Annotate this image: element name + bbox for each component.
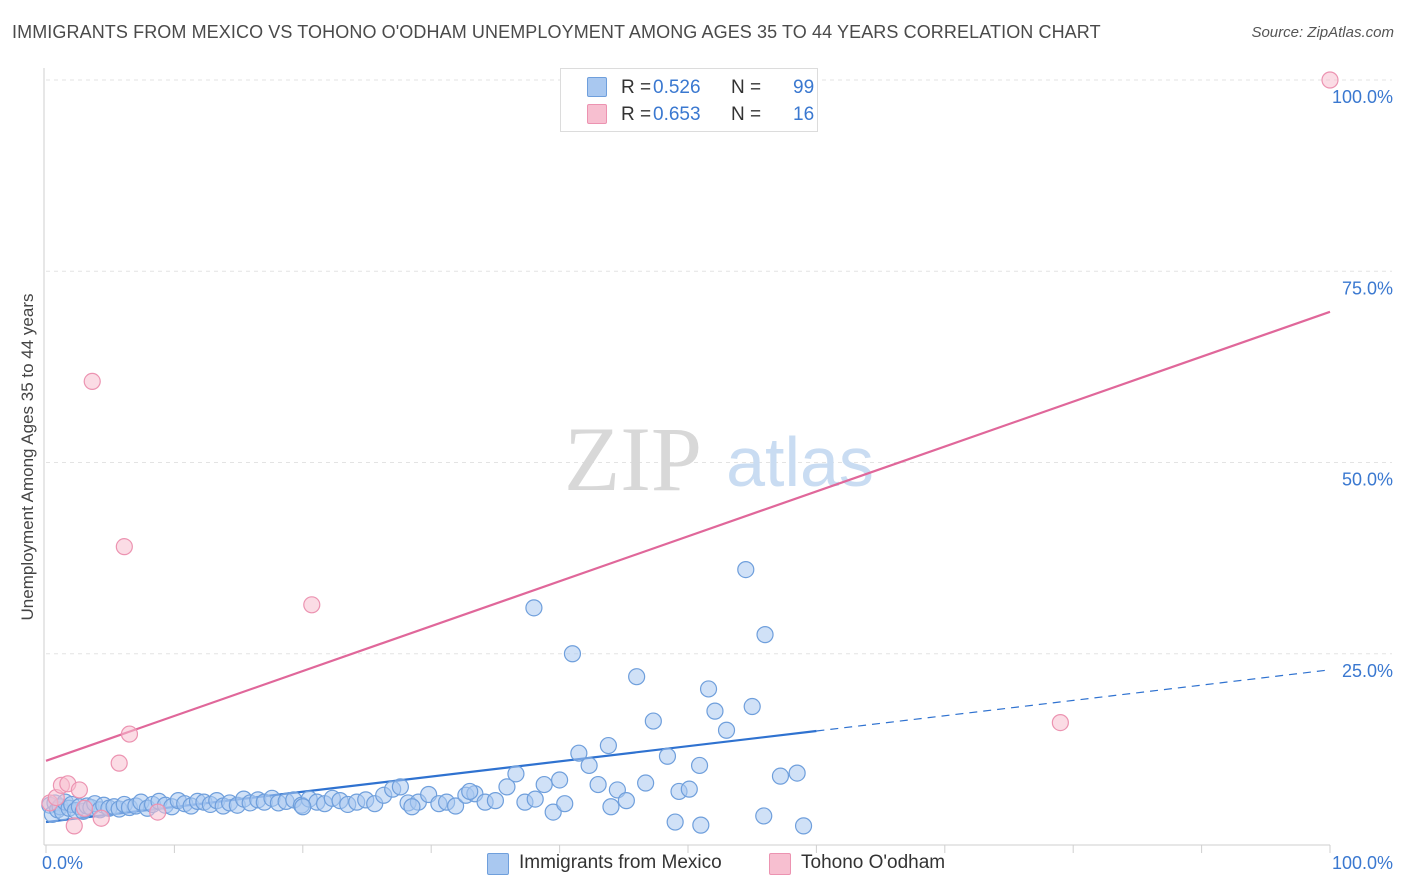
point-mexico bbox=[294, 798, 312, 816]
point-tohono bbox=[1051, 713, 1069, 732]
y-tick-label: 100.0% bbox=[1332, 87, 1393, 107]
point-tohono bbox=[92, 809, 110, 827]
point-tohono bbox=[120, 725, 139, 743]
point-mexico bbox=[580, 756, 598, 775]
point-mexico bbox=[637, 774, 655, 792]
point-mexico bbox=[692, 816, 710, 834]
y-tick-label: 25.0% bbox=[1342, 661, 1393, 681]
point-mexico bbox=[563, 645, 582, 663]
point-mexico bbox=[755, 807, 773, 825]
point-tohono bbox=[1321, 71, 1339, 89]
point-mexico bbox=[756, 626, 774, 644]
chart-title: IMMIGRANTS FROM MEXICO VS TOHONO O'ODHAM… bbox=[12, 22, 1101, 42]
point-mexico bbox=[535, 775, 553, 794]
watermark: ZIP atlas bbox=[564, 408, 874, 510]
point-mexico bbox=[486, 792, 504, 810]
r-value: 0.653 bbox=[653, 104, 701, 125]
source-credit: Source: ZipAtlas.com bbox=[1251, 24, 1394, 41]
point-mexico bbox=[794, 817, 813, 835]
legend-swatch-blue bbox=[487, 853, 509, 875]
x-tick-label: 100.0% bbox=[1332, 853, 1393, 873]
data-points bbox=[41, 71, 1339, 835]
y-tick-label: 50.0% bbox=[1342, 470, 1393, 490]
r-label: R = bbox=[621, 77, 652, 98]
point-tohono bbox=[149, 803, 167, 821]
n-value: 16 bbox=[793, 104, 815, 125]
trend-line-mexico-extension bbox=[816, 669, 1331, 732]
point-tohono bbox=[110, 754, 128, 772]
n-value: 99 bbox=[793, 77, 815, 98]
point-mexico bbox=[644, 712, 662, 730]
n-label: N = bbox=[731, 77, 762, 98]
correlation-legend: R = 0.526 N = 99 R = 0.653 N = 16 bbox=[560, 68, 818, 132]
point-mexico bbox=[771, 767, 790, 785]
legend-swatch-pink bbox=[587, 104, 607, 124]
point-tohono bbox=[65, 817, 83, 835]
point-mexico bbox=[498, 778, 516, 796]
point-tohono bbox=[70, 781, 88, 799]
legend-swatch-blue bbox=[587, 77, 607, 97]
point-mexico bbox=[788, 764, 806, 782]
point-mexico bbox=[699, 680, 718, 698]
point-mexico bbox=[706, 702, 724, 720]
point-mexico bbox=[526, 790, 544, 808]
r-label: R = bbox=[621, 104, 652, 125]
point-mexico bbox=[628, 668, 646, 686]
point-tohono bbox=[303, 596, 321, 614]
legend-label: Immigrants from Mexico bbox=[519, 852, 722, 873]
point-mexico bbox=[680, 780, 698, 798]
point-mexico bbox=[391, 778, 409, 796]
trend-line-tohono bbox=[45, 310, 1331, 762]
point-mexico bbox=[589, 775, 607, 794]
x-tick-label: 0.0% bbox=[42, 853, 83, 873]
point-mexico bbox=[507, 765, 525, 783]
watermark-zip: ZIP bbox=[564, 408, 702, 510]
legend-label: Tohono O'odham bbox=[801, 852, 946, 873]
point-mexico bbox=[666, 813, 684, 831]
point-mexico bbox=[743, 697, 761, 716]
axes bbox=[43, 68, 1331, 853]
legend-swatch-pink bbox=[769, 853, 791, 875]
point-mexico bbox=[658, 747, 677, 765]
point-mexico bbox=[556, 795, 574, 813]
y-tick-label: 75.0% bbox=[1342, 278, 1393, 298]
point-mexico bbox=[403, 798, 421, 816]
point-tohono bbox=[115, 538, 133, 556]
trend-lines bbox=[45, 310, 1331, 824]
point-mexico bbox=[461, 782, 479, 801]
grid-lines bbox=[46, 79, 1392, 655]
point-mexico bbox=[544, 803, 562, 821]
point-tohono bbox=[83, 372, 101, 391]
point-tohono bbox=[75, 799, 94, 817]
point-mexico bbox=[717, 721, 736, 739]
point-mexico bbox=[525, 599, 543, 617]
point-mexico bbox=[737, 560, 755, 579]
point-mexico bbox=[550, 771, 569, 789]
point-mexico bbox=[690, 756, 709, 775]
tick-labels: 25.0% 50.0% 75.0% 100.0% 0.0% 100.0% bbox=[42, 87, 1393, 873]
r-value: 0.526 bbox=[653, 77, 701, 98]
n-label: N = bbox=[731, 104, 762, 125]
point-mexico bbox=[599, 736, 617, 755]
watermark-atlas: atlas bbox=[726, 423, 874, 501]
point-mexico bbox=[570, 744, 588, 762]
point-mexico bbox=[446, 797, 465, 815]
point-mexico bbox=[602, 798, 620, 816]
point-mexico bbox=[617, 792, 635, 810]
